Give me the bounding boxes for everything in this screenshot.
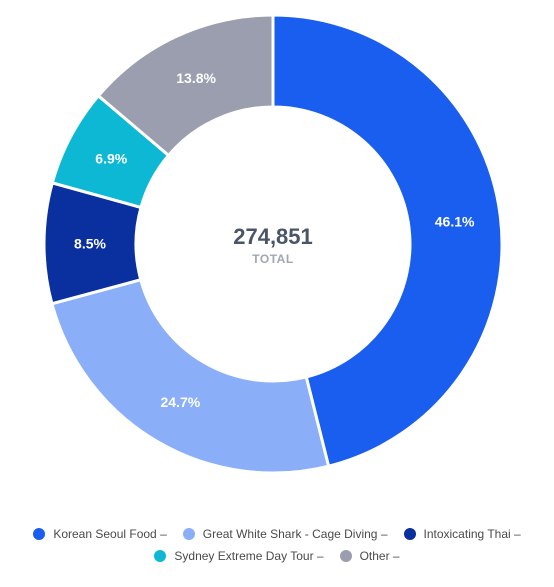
legend-row-1: Korean Seoul Food – Great White Shark - … xyxy=(0,527,554,541)
donut-chart: 46.1% 24.7% 8.5% 6.9% 13.8% 274,851 TOTAL xyxy=(42,13,504,475)
center-total-value: 274,851 xyxy=(233,224,313,249)
donut-slice-korean-seoul-food[interactable] xyxy=(271,13,504,468)
donut-slice-other[interactable] xyxy=(96,13,275,158)
slice-label: 24.7% xyxy=(160,394,200,410)
slice-label: 6.9% xyxy=(95,150,127,166)
legend-label: Korean Seoul Food – xyxy=(53,527,167,541)
center-total-label: TOTAL xyxy=(252,252,293,266)
legend-item-great-white-shark[interactable]: Great White Shark - Cage Diving – xyxy=(182,527,388,541)
slice-label: 46.1% xyxy=(435,214,475,230)
legend-item-other[interactable]: Other – xyxy=(339,549,400,563)
legend-item-korean-seoul-food[interactable]: Korean Seoul Food – xyxy=(33,527,167,541)
legend-label: Intoxicating Thai – xyxy=(423,527,521,541)
legend-swatch xyxy=(33,528,46,540)
legend-swatch xyxy=(403,528,416,540)
donut-slices xyxy=(42,13,504,475)
legend-label: Sydney Extreme Day Tour – xyxy=(174,549,324,563)
legend-swatch xyxy=(182,528,195,540)
donut-slice-great-white-shark-cage-diving[interactable] xyxy=(50,277,331,475)
legend-swatch xyxy=(339,550,352,562)
legend-label: Other – xyxy=(359,549,400,563)
slice-label: 13.8% xyxy=(176,70,216,86)
slice-labels: 46.1% 24.7% 8.5% 6.9% 13.8% xyxy=(74,70,475,410)
legend-item-intoxicating-thai[interactable]: Intoxicating Thai – xyxy=(403,527,521,541)
legend-label: Great White Shark - Cage Diving – xyxy=(202,527,388,541)
legend-row-2: Sydney Extreme Day Tour – Other – xyxy=(0,549,554,563)
legend-swatch xyxy=(154,550,167,562)
slice-label: 8.5% xyxy=(74,235,106,251)
legend-item-sydney-extreme-day-tour[interactable]: Sydney Extreme Day Tour – xyxy=(154,549,324,563)
